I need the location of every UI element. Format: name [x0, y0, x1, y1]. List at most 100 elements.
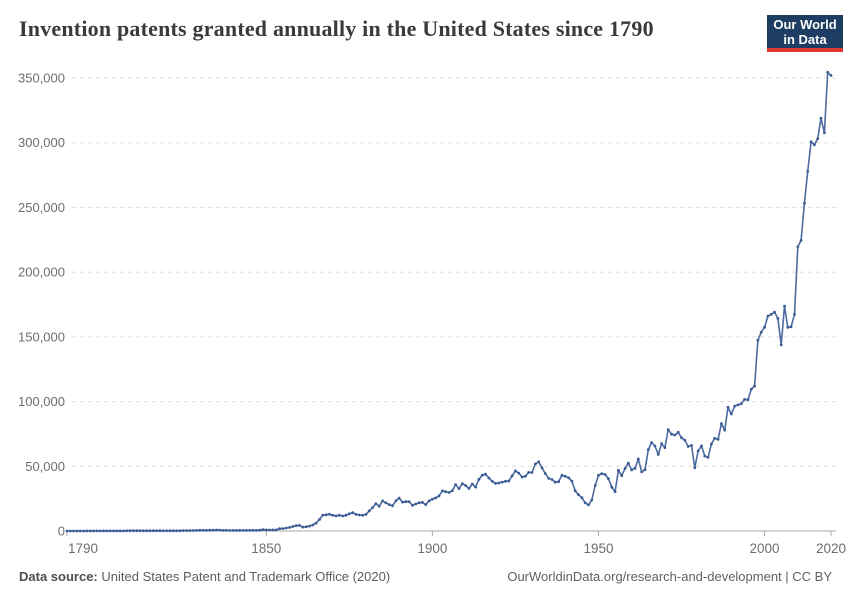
- data-point-marker: [620, 474, 624, 478]
- data-point-marker: [826, 70, 830, 74]
- y-tick-label: 50,000: [25, 459, 65, 474]
- data-point-marker: [567, 476, 570, 480]
- data-point-marker: [514, 469, 517, 473]
- data-point-marker: [587, 503, 590, 507]
- data-point-marker: [723, 428, 727, 432]
- data-point-marker: [690, 444, 693, 447]
- data-point-marker: [553, 480, 557, 484]
- data-point-marker: [583, 501, 587, 505]
- data-point-marker: [175, 529, 179, 533]
- data-point-marker: [656, 453, 660, 456]
- data-point-marker: [454, 483, 457, 486]
- data-point-marker: [181, 529, 185, 532]
- data-point-marker: [341, 514, 345, 518]
- y-axis-labels: 0 50,000 100,000 150,000 200,000 250,000 300,0…: [18, 71, 65, 539]
- data-point-marker: [603, 473, 607, 476]
- data-point-marker: [102, 529, 105, 533]
- data-point-marker: [411, 503, 414, 507]
- chart-footer: Data source: United States Patent and Tr…: [19, 569, 832, 584]
- data-point-marker: [78, 529, 82, 533]
- data-point-marker: [464, 484, 467, 487]
- data-point-marker: [381, 499, 384, 503]
- data-point-marker: [759, 330, 763, 334]
- data-point-marker: [540, 466, 544, 470]
- data-point-marker: [467, 487, 471, 490]
- data-point-marker: [557, 480, 560, 484]
- data-point-marker: [527, 471, 531, 474]
- data-point-marker: [643, 468, 647, 472]
- data-point-marker: [623, 467, 627, 470]
- data-point-marker: [680, 436, 683, 440]
- data-point-marker: [484, 472, 487, 476]
- data-point-marker: [534, 462, 537, 466]
- data-point-marker: [122, 529, 125, 533]
- data-point-marker: [636, 457, 640, 461]
- data-point-marker: [447, 491, 451, 494]
- data-point-marker: [816, 137, 820, 141]
- data-point-marker: [630, 468, 634, 472]
- data-point-marker: [490, 479, 494, 483]
- data-point-marker: [450, 489, 454, 493]
- data-point-marker: [434, 496, 438, 500]
- x-tick-label: 1900: [417, 541, 447, 556]
- data-point-marker: [165, 529, 169, 533]
- data-point-marker: [524, 474, 527, 478]
- data-point-marker: [245, 529, 248, 532]
- data-point-marker: [72, 529, 75, 533]
- data-point-marker: [321, 513, 325, 517]
- data-point-marker: [344, 513, 348, 517]
- data-point-marker: [504, 479, 507, 483]
- data-point-marker: [328, 512, 331, 516]
- data-point-marker: [324, 513, 328, 517]
- data-point-marker: [251, 528, 255, 532]
- data-point-marker: [500, 480, 504, 484]
- data-point-marker: [288, 526, 291, 529]
- data-point-marker: [550, 478, 554, 481]
- data-point-marker: [211, 528, 215, 532]
- data-point-marker: [530, 471, 534, 474]
- data-point-marker: [441, 489, 444, 493]
- data-point-marker: [597, 473, 600, 477]
- data-point-marker: [274, 528, 278, 532]
- data-point-marker: [716, 437, 720, 441]
- data-point-marker: [168, 529, 172, 533]
- data-point-marker: [148, 529, 152, 533]
- data-point-marker: [185, 529, 189, 532]
- data-point-marker: [201, 528, 205, 532]
- data-point-marker: [424, 503, 428, 506]
- data-point-marker: [733, 404, 737, 408]
- data-point-marker: [205, 529, 208, 532]
- data-point-marker: [198, 528, 202, 532]
- data-point-marker: [710, 442, 713, 446]
- data-point-marker: [421, 501, 424, 504]
- data-point-marker: [646, 448, 650, 451]
- data-point-marker: [686, 445, 690, 448]
- data-point-marker: [304, 525, 308, 529]
- data-point-marker: [68, 529, 72, 533]
- data-point-marker: [284, 526, 288, 530]
- data-point-marker: [364, 512, 368, 516]
- data-source: Data source: United States Patent and Tr…: [19, 569, 390, 584]
- data-point-marker: [560, 473, 564, 477]
- owid-logo: Our World in Data: [767, 15, 843, 52]
- data-point-marker: [829, 74, 833, 77]
- data-point-marker: [105, 529, 109, 533]
- data-point-marker: [318, 518, 321, 521]
- data-point-marker: [796, 245, 800, 249]
- y-tick-label: 200,000: [18, 265, 65, 280]
- data-point-marker: [793, 313, 796, 316]
- data-point-marker: [706, 456, 710, 459]
- series-line-united-states: [66, 71, 832, 532]
- data-point-marker: [746, 398, 750, 402]
- data-point-marker: [108, 529, 112, 533]
- data-point-marker: [98, 529, 102, 533]
- data-point-marker: [427, 499, 431, 503]
- data-point-marker: [254, 529, 258, 532]
- data-point-marker: [653, 444, 657, 448]
- x-tick-label: 2020: [816, 541, 846, 556]
- credit-text: OurWorldinData.org/research-and-developm…: [507, 569, 832, 584]
- data-point-marker: [783, 304, 786, 308]
- data-point-marker: [640, 470, 644, 474]
- data-point-marker: [218, 528, 222, 532]
- data-point-marker: [128, 529, 132, 533]
